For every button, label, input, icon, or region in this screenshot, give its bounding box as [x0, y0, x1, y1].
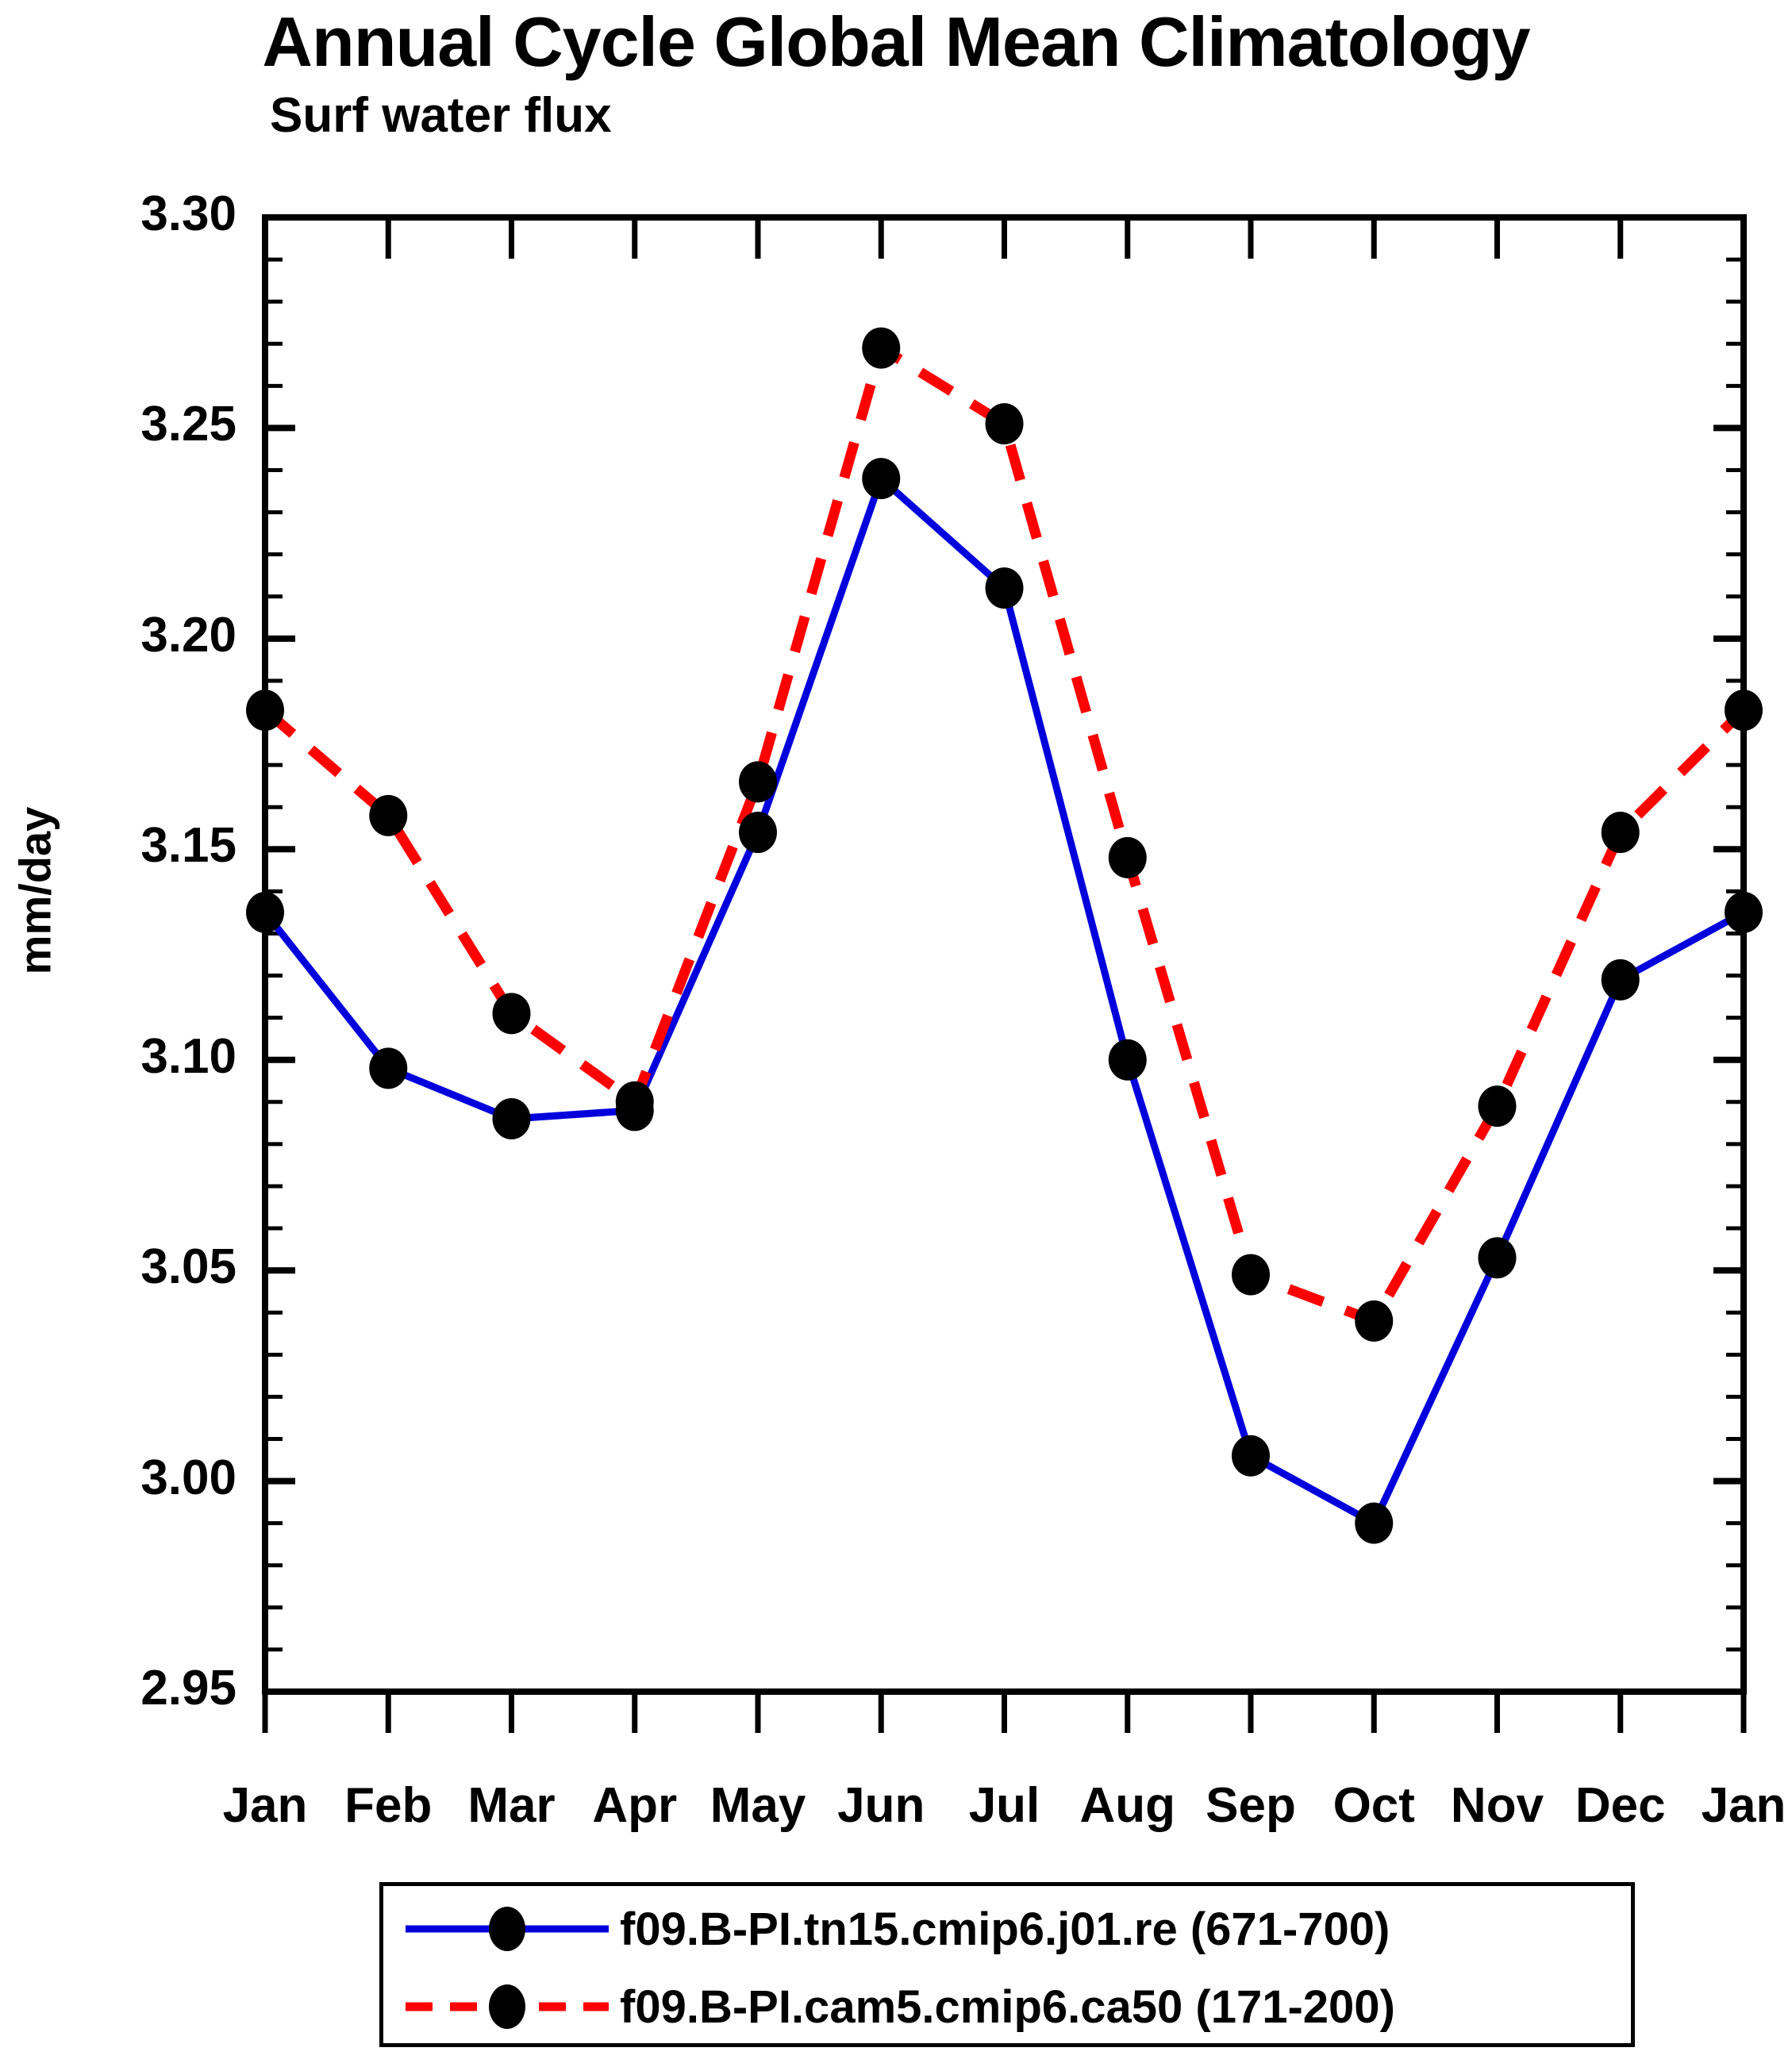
data-point-marker[interactable] — [1108, 1039, 1147, 1081]
data-point-marker[interactable] — [615, 1081, 654, 1123]
data-point-marker[interactable] — [1478, 1085, 1517, 1128]
x-axis-tick-label: Sep — [1206, 1778, 1296, 1833]
y-axis-tick-label: 2.95 — [140, 1661, 236, 1715]
x-axis-tick-label: May — [709, 1778, 806, 1833]
data-point-marker[interactable] — [1355, 1502, 1394, 1544]
data-point-marker[interactable] — [1601, 959, 1640, 1001]
x-axis-tick-label: Nov — [1450, 1778, 1544, 1833]
data-point-marker[interactable] — [246, 690, 284, 732]
data-point-marker[interactable] — [862, 327, 901, 369]
data-point-marker[interactable] — [492, 993, 531, 1035]
series-line-0 — [262, 472, 1746, 1528]
data-point-marker[interactable] — [369, 794, 408, 836]
chart-title: Annual Cycle Global Mean Climatology — [262, 2, 1530, 81]
y-axis-tick-label: 3.00 — [140, 1450, 236, 1505]
legend-item-0[interactable]: f09.B-PI.tn15.cmip6.j01.re (671-700) — [383, 1888, 1631, 1970]
x-axis-tick-label: Jan — [222, 1778, 308, 1833]
x-axis-tick-label: Jul — [968, 1778, 1040, 1833]
data-point-marker[interactable] — [985, 403, 1024, 445]
data-point-marker[interactable] — [1232, 1254, 1270, 1296]
data-point-marker[interactable] — [1725, 690, 1763, 732]
x-axis-tick-label: Mar — [467, 1778, 556, 1833]
data-point-marker[interactable] — [369, 1047, 408, 1089]
data-point-marker[interactable] — [1725, 891, 1763, 933]
legend: f09.B-PI.tn15.cmip6.j01.re (671-700) f09… — [379, 1882, 1635, 2047]
legend-swatch-0 — [401, 1905, 613, 1953]
x-axis-tick-label: Aug — [1079, 1778, 1176, 1833]
data-point-marker[interactable] — [246, 891, 284, 933]
y-axis-tick-label: 3.15 — [140, 818, 236, 874]
legend-swatch-1 — [401, 1983, 613, 2030]
data-point-marker[interactable] — [739, 812, 777, 854]
chart-subtitle: Surf water flux — [270, 88, 612, 143]
x-axis-tick-label: Apr — [592, 1778, 678, 1833]
data-point-marker[interactable] — [1232, 1435, 1270, 1477]
data-point-marker[interactable] — [1355, 1300, 1394, 1342]
y-axis-tick-label: 3.30 — [140, 186, 236, 241]
y-axis-tick-label: 3.20 — [140, 607, 236, 663]
legend-label-1: f09.B-PI.cam5.cmip6.ca50 (171-200) — [620, 1980, 1395, 2033]
data-point-marker[interactable] — [1108, 836, 1147, 878]
data-point-marker[interactable] — [985, 567, 1024, 609]
data-point-marker[interactable] — [492, 1098, 531, 1140]
legend-label-0: f09.B-PI.tn15.cmip6.j01.re (671-700) — [620, 1903, 1390, 1955]
y-axis-tick-label: 3.10 — [140, 1028, 236, 1084]
data-point-marker[interactable] — [739, 761, 777, 803]
x-axis-tick-label: Oct — [1332, 1778, 1415, 1833]
data-point-marker[interactable] — [1601, 812, 1640, 854]
x-axis-tick-label: Jun — [837, 1778, 925, 1833]
x-axis-tick-label: Jan — [1701, 1778, 1786, 1833]
data-point-marker[interactable] — [862, 458, 901, 500]
legend-item-1[interactable]: f09.B-PI.cam5.cmip6.ca50 (171-200) — [383, 1965, 1631, 2048]
y-axis-tick-label: 3.25 — [140, 397, 236, 452]
y-axis-tick-label: 3.05 — [140, 1239, 236, 1295]
data-point-marker[interactable] — [1478, 1237, 1517, 1279]
x-axis-tick-label: Feb — [344, 1778, 433, 1833]
series-line-1 — [261, 340, 1748, 1327]
x-axis-tick-label: Dec — [1575, 1778, 1666, 1833]
